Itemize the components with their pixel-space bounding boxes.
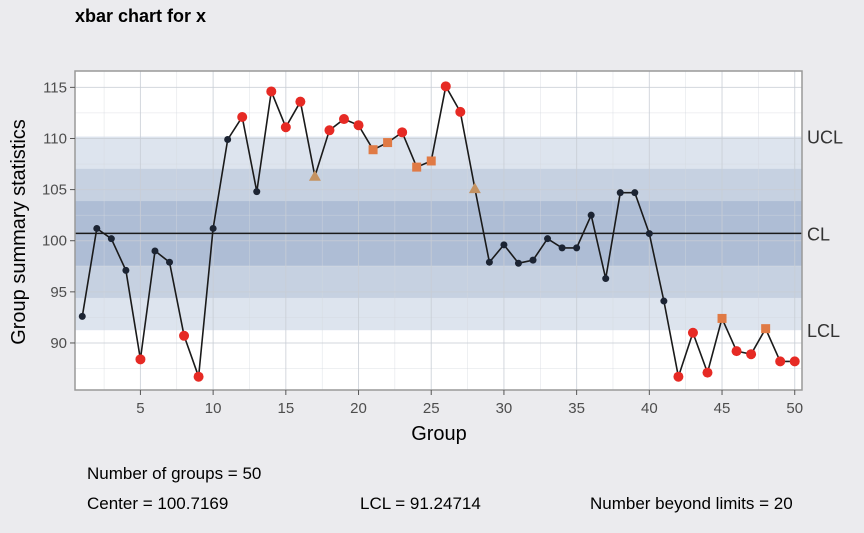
data-point xyxy=(631,189,639,197)
y-tick-label: 95 xyxy=(50,284,67,301)
data-point-violation xyxy=(280,122,291,133)
data-point-run xyxy=(412,162,422,172)
data-point-violation xyxy=(746,349,757,360)
data-point-warning xyxy=(308,170,321,181)
data-point xyxy=(660,297,668,305)
data-point xyxy=(78,312,86,320)
stat-beyond-limits: Number beyond limits = 20 xyxy=(590,494,793,513)
data-point xyxy=(587,211,595,219)
y-tick-label: 100 xyxy=(42,233,67,250)
data-point-violation xyxy=(687,327,698,338)
y-tick-label: 105 xyxy=(42,182,67,199)
x-tick-label: 5 xyxy=(136,400,144,417)
data-point xyxy=(224,136,232,144)
data-point-violation xyxy=(440,81,451,92)
x-tick-label: 20 xyxy=(350,400,367,417)
data-point-violation xyxy=(324,125,335,136)
data-point-run xyxy=(717,313,727,323)
data-point-violation xyxy=(775,356,786,367)
data-point xyxy=(500,241,508,249)
data-point-violation xyxy=(353,120,364,131)
data-point xyxy=(93,224,101,232)
data-point-violation xyxy=(731,346,742,357)
data-point-run xyxy=(383,138,393,148)
y-tick-label: 115 xyxy=(43,79,67,96)
y-tick-label: 90 xyxy=(50,335,67,352)
data-point-violation xyxy=(455,106,466,117)
x-tick-label: 10 xyxy=(205,400,222,417)
data-point-violation xyxy=(237,112,248,123)
data-point xyxy=(529,256,537,264)
x-tick-label: 35 xyxy=(568,400,585,417)
data-point xyxy=(122,266,130,274)
data-point xyxy=(166,258,174,266)
data-point-violation xyxy=(193,371,204,382)
data-point xyxy=(107,235,115,243)
data-point-violation xyxy=(702,367,713,378)
data-point xyxy=(253,188,261,196)
data-point-violation xyxy=(295,96,306,107)
y-axis-label: Group summary statistics xyxy=(8,119,30,345)
data-point xyxy=(485,258,493,266)
data-point xyxy=(558,244,566,252)
x-tick-label: 30 xyxy=(496,400,513,417)
data-point-warning xyxy=(468,182,481,194)
data-point-violation xyxy=(179,330,190,341)
stat-center: Center = 100.7169 xyxy=(87,494,229,513)
x-tick-label: 25 xyxy=(423,400,440,417)
x-axis-label: Group xyxy=(411,423,467,445)
data-point-run xyxy=(368,145,378,155)
series-line xyxy=(81,84,795,380)
x-tick-label: 15 xyxy=(277,400,294,417)
limit-label-lcl: LCL xyxy=(807,321,840,341)
data-point xyxy=(602,275,610,283)
x-tick-label: 40 xyxy=(641,400,658,417)
stat-lcl: LCL = 91.24714 xyxy=(360,494,481,513)
data-point xyxy=(616,189,624,197)
data-point-violation xyxy=(397,127,408,138)
stat-number-of-groups: Number of groups = 50 xyxy=(87,464,262,483)
y-tick-label: 110 xyxy=(43,130,67,147)
limit-label-ucl: UCL xyxy=(807,128,843,148)
limit-label-cl: CL xyxy=(807,224,830,244)
data-point xyxy=(151,247,159,255)
data-point xyxy=(645,230,653,238)
data-point xyxy=(544,235,552,243)
data-point-violation xyxy=(789,356,800,367)
data-point xyxy=(573,244,581,252)
data-point xyxy=(209,224,217,232)
data-point-violation xyxy=(266,86,277,97)
chart-title: xbar chart for x xyxy=(75,6,207,26)
data-point-run xyxy=(761,324,771,334)
data-point-violation xyxy=(135,354,146,365)
x-tick-label: 45 xyxy=(714,400,731,417)
data-point-run xyxy=(426,156,436,166)
data-point-violation xyxy=(673,371,684,382)
x-tick-label: 50 xyxy=(786,400,803,417)
data-point xyxy=(514,259,522,267)
data-point-violation xyxy=(338,114,349,125)
plot-frame xyxy=(74,70,803,391)
